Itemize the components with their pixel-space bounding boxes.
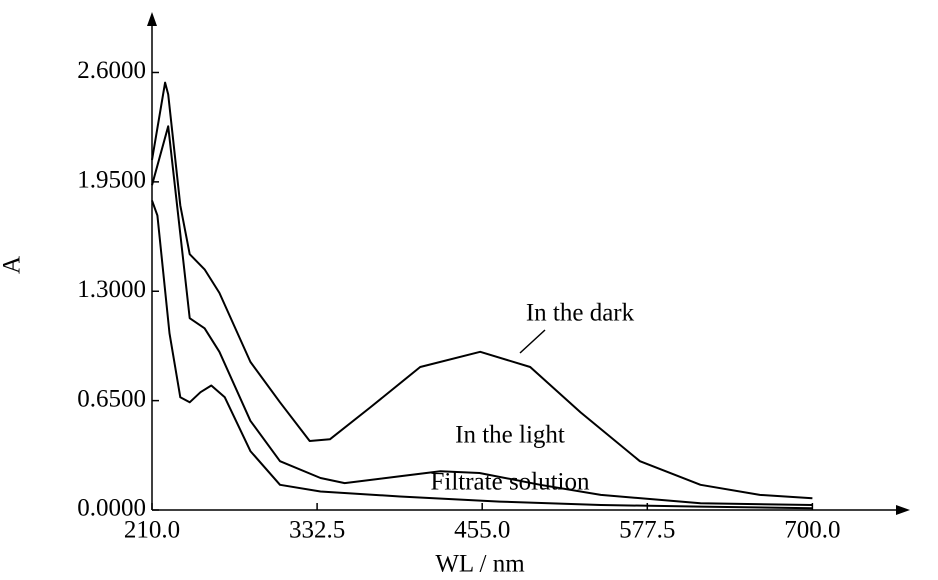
- y-tick-label: 0.6500: [77, 385, 146, 412]
- x-tick-label: 332.5: [289, 517, 345, 544]
- y-tick-label: 1.9500: [77, 167, 146, 194]
- x-tick-label: 577.5: [619, 517, 675, 544]
- data-line: [151, 125, 813, 506]
- y-axis-title: A: [0, 256, 26, 274]
- annotation: Filtrate solution: [430, 469, 590, 496]
- data-line: [151, 200, 813, 510]
- annotation: In the light: [455, 422, 565, 449]
- y-tick-label: 0.0000: [77, 495, 146, 522]
- annotation: In the dark: [526, 300, 635, 327]
- annotation-leader: [519, 329, 546, 354]
- x-axis-title: WL / nm: [435, 551, 525, 578]
- x-tick-label: 455.0: [454, 517, 510, 544]
- x-tick-label: 210.0: [124, 517, 180, 544]
- x-tick-label: 700.0: [784, 517, 840, 544]
- y-axis-arrow: [147, 12, 157, 26]
- y-tick-label: 1.3000: [77, 276, 146, 303]
- y-tick-label: 2.6000: [77, 57, 146, 84]
- data-line: [151, 81, 813, 500]
- x-axis-arrow: [896, 505, 910, 515]
